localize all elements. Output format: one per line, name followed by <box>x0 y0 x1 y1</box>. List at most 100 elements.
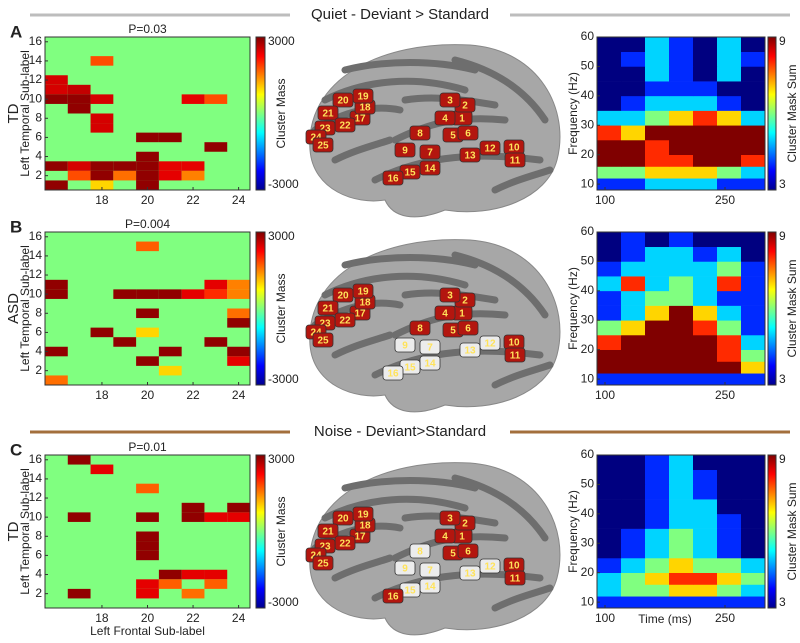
tf-cell <box>621 455 646 471</box>
tf-cell <box>645 37 670 53</box>
matrix-cell <box>227 279 250 290</box>
brain-region <box>312 332 334 348</box>
tf-cell <box>741 125 766 141</box>
tf-cell <box>693 557 718 573</box>
tf-cell <box>669 572 694 585</box>
x-tick-label: 100 <box>595 193 615 207</box>
tf-cell <box>693 320 718 336</box>
x-tick-label: 100 <box>595 388 615 402</box>
tf-cell <box>645 166 670 179</box>
tf-cell <box>717 261 742 277</box>
brain-region <box>457 320 479 336</box>
brain-region <box>434 528 456 544</box>
colorbar <box>767 454 777 609</box>
tf-cell <box>669 178 694 191</box>
tf-cell <box>741 528 766 544</box>
region-label: 10 <box>508 338 520 349</box>
region-label: 9 <box>402 564 408 575</box>
brain-region <box>504 347 526 363</box>
tf-cell <box>621 349 646 362</box>
colorbar <box>767 231 777 386</box>
tf-cell <box>717 528 742 544</box>
tf-cell <box>693 166 718 179</box>
tf-cell <box>741 51 766 67</box>
tf-cell <box>741 469 766 485</box>
tf-cell <box>669 139 694 155</box>
tf-cell <box>693 51 718 67</box>
region-label: 3 <box>447 514 453 525</box>
region-label: 19 <box>357 92 369 103</box>
y-tick-label: 10 <box>581 371 595 385</box>
matrix-cell <box>158 170 182 181</box>
matrix-cell <box>158 161 182 171</box>
tf-cell <box>645 557 670 573</box>
tf-cell <box>597 528 622 544</box>
colorbar-tick-label: -3000 <box>268 595 299 609</box>
brain-region <box>439 287 461 303</box>
tf-cell <box>669 37 694 53</box>
y-tick-label: 8 <box>35 528 42 542</box>
brain-region <box>317 523 339 539</box>
tf-cell <box>741 261 766 277</box>
region-label: 9 <box>402 146 408 157</box>
tf-cell <box>717 469 742 485</box>
y-tick-label: 14 <box>29 471 43 485</box>
tf-cell <box>669 528 694 544</box>
matrix-cell <box>90 327 114 338</box>
matrix-cell <box>204 512 228 522</box>
matrix-cell <box>181 512 205 522</box>
x-axis-label: Time (ms) <box>638 612 692 626</box>
tf-cell <box>597 361 622 374</box>
region-label: 17 <box>354 114 366 125</box>
brain-sulcus <box>331 554 394 582</box>
y-tick-label: 40 <box>581 88 595 102</box>
tf-cell <box>597 261 622 277</box>
matrix-cell <box>136 356 159 366</box>
tf-cell <box>693 81 718 97</box>
tf-cell <box>693 139 718 155</box>
region-label: 22 <box>339 539 351 550</box>
matrix-cell <box>113 170 137 181</box>
colorbar-label: Cluster Mass <box>274 496 288 566</box>
tf-cell <box>693 528 718 544</box>
tf-cell <box>741 484 766 500</box>
region-label: 8 <box>417 129 423 140</box>
matrix-cell <box>136 327 159 338</box>
region-label: 13 <box>464 346 476 357</box>
tf-cell <box>597 276 622 292</box>
tf-cell <box>669 110 694 126</box>
matrix-cell <box>227 318 250 328</box>
tf-cell <box>717 499 742 515</box>
matrix-cell <box>227 512 250 522</box>
group-label: TD <box>5 521 22 541</box>
group-label: TD <box>5 103 22 123</box>
brain-sulcus <box>451 56 549 124</box>
region-label: 6 <box>465 324 471 335</box>
y-tick-label: 50 <box>581 477 595 491</box>
tf-cell <box>645 261 670 277</box>
tf-cell <box>741 232 766 248</box>
tf-cell <box>741 543 766 559</box>
y-axis-label: Frequency (Hz) <box>566 72 580 155</box>
tf-cell <box>741 584 766 597</box>
brain-sulcus <box>331 136 394 164</box>
tf-cell <box>645 66 670 82</box>
tf-cell <box>693 66 718 82</box>
tf-cell <box>597 110 622 126</box>
tf-cell <box>597 154 622 167</box>
brain-region <box>382 588 404 604</box>
matrix-cell <box>136 531 159 542</box>
tf-cell <box>645 110 670 126</box>
tf-cell <box>669 557 694 573</box>
tf-cell <box>669 81 694 97</box>
brain-region <box>394 142 416 158</box>
region-label: 25 <box>317 559 329 570</box>
tf-cell <box>693 261 718 277</box>
matrix-cell <box>45 279 68 290</box>
tf-cell <box>645 543 670 559</box>
tf-cell <box>717 95 742 111</box>
region-label: 7 <box>427 566 433 577</box>
brain-region <box>409 125 431 141</box>
matrix-cell <box>181 588 205 599</box>
matrix-cell <box>67 84 91 95</box>
